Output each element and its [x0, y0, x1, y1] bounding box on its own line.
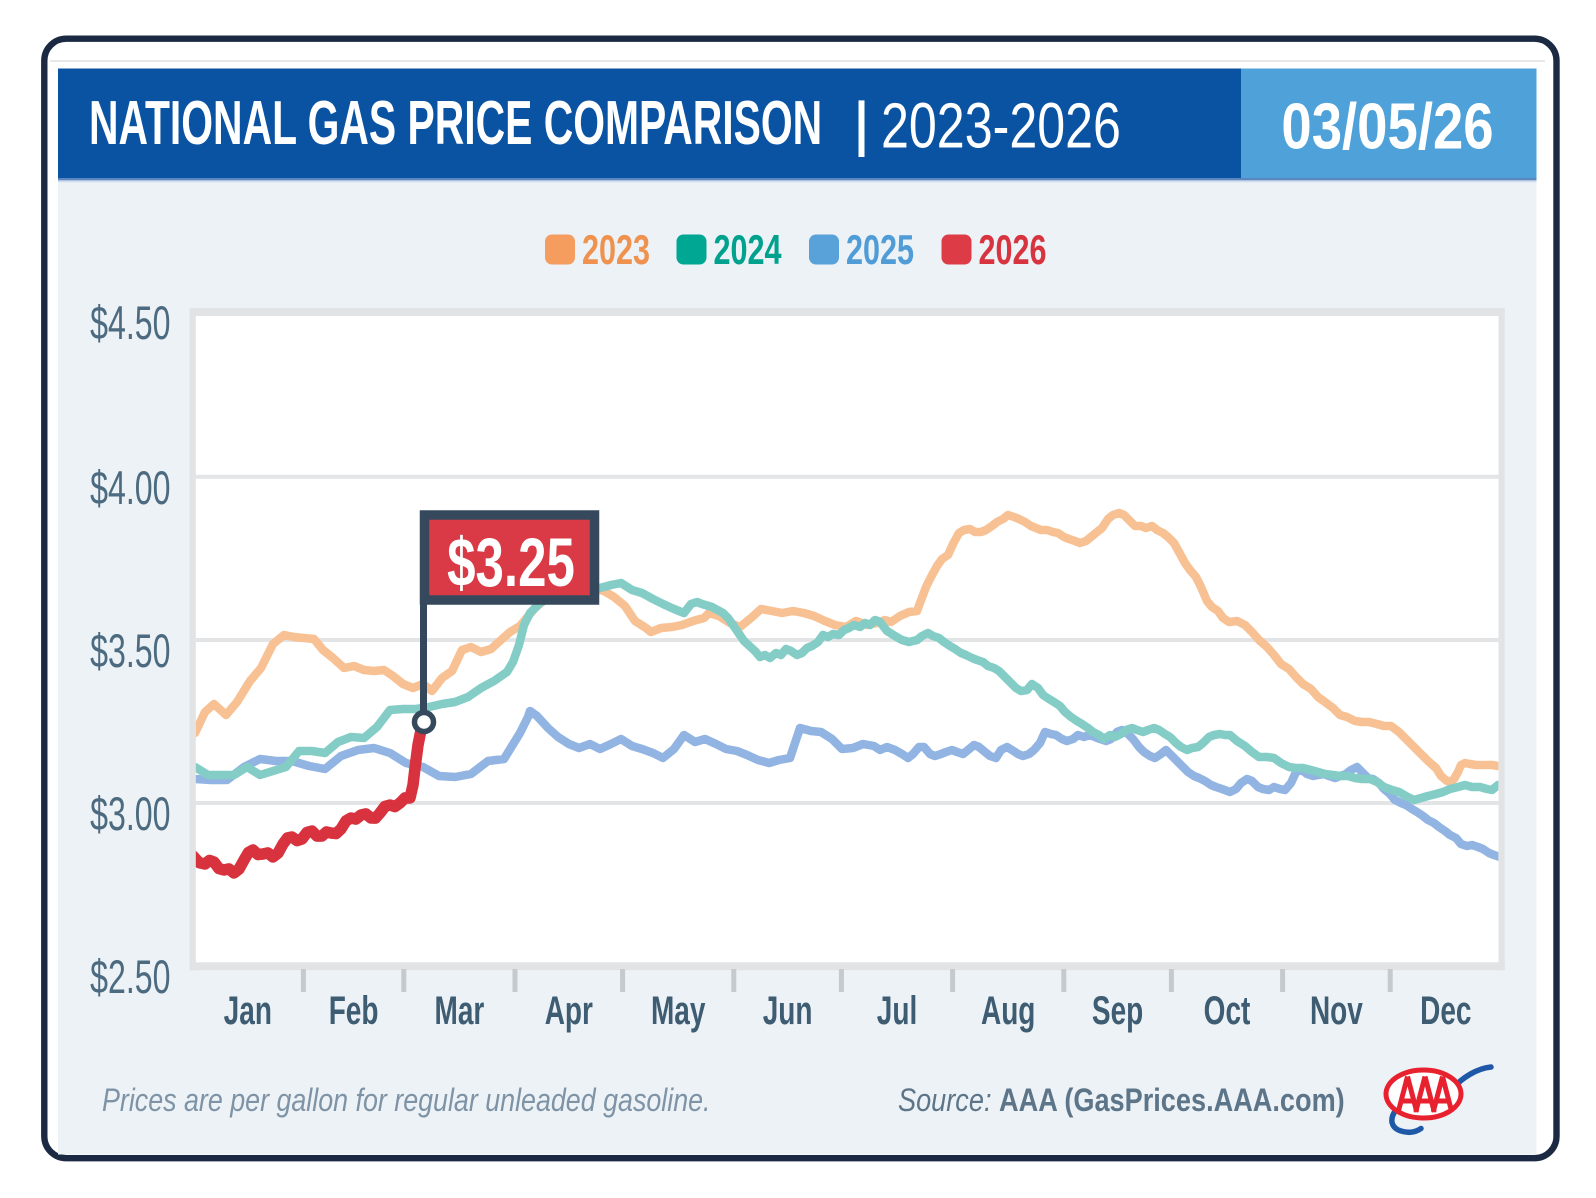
- svg-text:$2.50: $2.50: [90, 950, 170, 1004]
- svg-text:NATIONAL GAS PRICE COMPARISON: NATIONAL GAS PRICE COMPARISON: [89, 88, 822, 158]
- svg-text:Sep: Sep: [1092, 989, 1143, 1033]
- svg-text:2024: 2024: [714, 226, 782, 273]
- svg-text:Aug: Aug: [981, 989, 1035, 1033]
- svg-text:$3.25: $3.25: [447, 523, 575, 600]
- svg-text:May: May: [651, 989, 706, 1033]
- svg-text:Oct: Oct: [1204, 989, 1251, 1033]
- svg-text:$4.50: $4.50: [90, 296, 170, 350]
- svg-text:Jan: Jan: [224, 989, 272, 1033]
- svg-text:2023: 2023: [582, 226, 650, 273]
- svg-text:2026: 2026: [979, 226, 1047, 273]
- svg-text:Source: AAA (GasPrices.AAA.com: Source: AAA (GasPrices.AAA.com): [898, 1083, 1345, 1119]
- svg-text:Apr: Apr: [545, 989, 593, 1033]
- svg-text:$3.00: $3.00: [90, 787, 170, 841]
- svg-text:Nov: Nov: [1310, 989, 1364, 1033]
- svg-text:03/05/26: 03/05/26: [1281, 90, 1493, 163]
- svg-text:Jul: Jul: [877, 989, 917, 1033]
- svg-text:$4.00: $4.00: [90, 461, 170, 515]
- svg-text:Mar: Mar: [435, 989, 485, 1033]
- svg-text:Dec: Dec: [1420, 989, 1471, 1033]
- svg-text:2025: 2025: [846, 226, 914, 273]
- svg-text:Jun: Jun: [763, 989, 813, 1033]
- svg-text:2023-2026: 2023-2026: [881, 91, 1121, 162]
- svg-text:$3.50: $3.50: [90, 624, 170, 678]
- svg-text:Prices are per gallon for regu: Prices are per gallon for regular unlead…: [102, 1083, 711, 1119]
- svg-text:Feb: Feb: [329, 989, 379, 1033]
